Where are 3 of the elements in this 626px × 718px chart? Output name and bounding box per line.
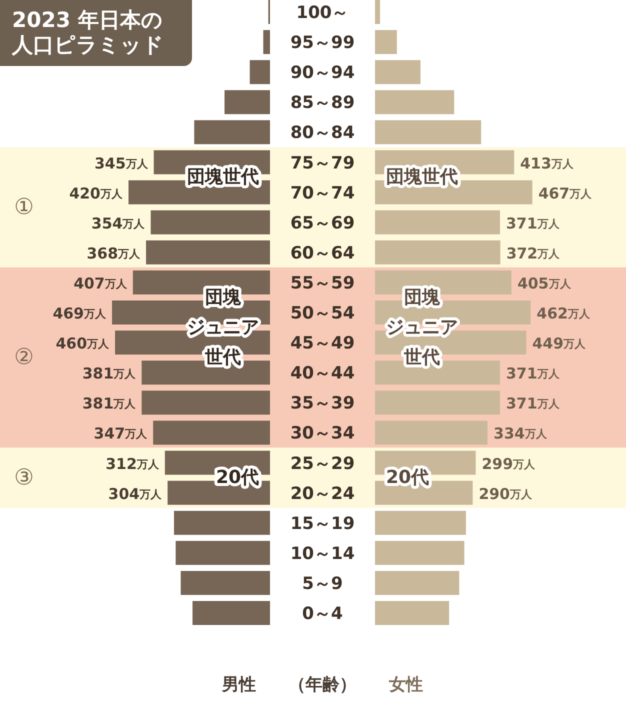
annotation: 団塊ジュニア世代 (386, 286, 458, 368)
annotation: 団塊世代 (386, 166, 458, 188)
annotation: 20代 (386, 467, 430, 488)
